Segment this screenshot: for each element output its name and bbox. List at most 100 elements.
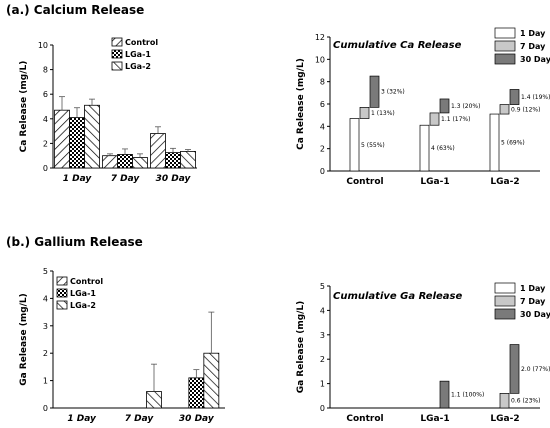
bar-30-day-lga-1 [439, 98, 450, 114]
legend-label-control: Control [125, 38, 158, 47]
legend-label-7-day: 7 Day [520, 297, 546, 306]
y-axis-title: Ga Release (mg/L) [296, 301, 306, 394]
data-label-1-day-lga-1: 4 (63%) [431, 145, 455, 152]
y-tick-label: 2 [320, 355, 325, 364]
y-tick-label: 0 [320, 167, 325, 176]
legend-label-1-day: 1 Day [520, 284, 546, 293]
data-label-1-day-control: 5 (55%) [361, 142, 385, 149]
y-tick-label: 5 [43, 267, 48, 276]
data-label-1-day-lga-2: 5 (69%) [501, 140, 525, 147]
bar-7-day-control [359, 106, 370, 119]
bar-7-day-lga-2 [499, 393, 510, 409]
y-axis-title: Ga Release (mg/L) [19, 293, 29, 386]
x-tick-label-7-day: 7 Day [111, 174, 141, 184]
legend-swatch-7-day [494, 40, 516, 52]
bar-lga-2-1-day [84, 104, 100, 169]
x-tick-label-1-day: 1 Day [63, 174, 93, 184]
bar-control-30-day [150, 133, 166, 169]
x-tick-label-lga-2: LGa-2 [490, 414, 519, 424]
bar-7-day-lga-2 [499, 104, 510, 115]
x-tick-label-7-day: 7 Day [125, 414, 155, 424]
x-tick-label-1-day: 1 Day [67, 414, 97, 424]
legend-swatch-30-day [494, 53, 516, 65]
x-tick-label-control: Control [346, 414, 383, 424]
legend-swatch-1-day [494, 27, 516, 39]
data-label-7-day-control: 1 (13%) [371, 110, 395, 117]
chart-ga-release: 0 1 2 3 4 5 1 Day 7 Day 30 Day Ga Release (mg/L) C… [19, 267, 225, 424]
y-tick-label: 0 [43, 164, 48, 173]
legend-label-lga-2: LGa-2 [70, 301, 96, 310]
y-tick-label: 1 [320, 380, 325, 389]
bar-30-day-lga-1 [439, 380, 450, 409]
bar-lga-2-30-day [180, 150, 196, 169]
legend-swatch-control [111, 37, 123, 47]
chart-cumulative-ga-release: 0 1 2 3 4 5 Control LGa-1 LGa-2 Ga Release (mg/L)… [296, 282, 550, 424]
y-tick-label: 4 [43, 294, 48, 303]
bar-lga-2-30-day [203, 352, 220, 409]
y-tick-label: 6 [43, 90, 48, 99]
bar-lga-1-1-day [69, 117, 85, 169]
bar-1-day-lga-1 [419, 124, 430, 172]
x-tick-label-control: Control [346, 177, 383, 187]
legend-swatch-1-day [494, 282, 516, 294]
y-tick-label: 10 [315, 55, 325, 64]
bar-1-day-control [349, 118, 360, 172]
y-tick-label: 5 [320, 282, 325, 291]
x-tick-label-lga-1: LGa-1 [420, 414, 449, 424]
legend-swatch-lga-2 [56, 300, 68, 310]
y-tick-label: 3 [320, 331, 325, 340]
y-tick-label: 6 [320, 100, 325, 109]
legend-swatch-lga-1 [111, 49, 123, 59]
y-axis-title: Ca Release (mg/L) [19, 61, 29, 153]
bar-lga-1-30-day [188, 377, 205, 409]
data-label-30-day-control: 3 (32%) [381, 89, 405, 96]
data-label-30-day-lga-1: 1.1 (100%) [451, 392, 484, 399]
x-tick-label-30-day: 30 Day [156, 174, 192, 184]
bar-30-day-lga-2 [509, 344, 520, 394]
section-title-calcium: (a.) Calcium Release [6, 3, 144, 17]
bar-control-1-day [54, 109, 70, 169]
bar-30-day-control [369, 75, 380, 108]
data-label-7-day-lga-1: 1.1 (17%) [441, 116, 470, 123]
legend-swatch-lga-2 [111, 61, 123, 71]
legend-label-lga-1: LGa-1 [70, 289, 96, 298]
y-tick-label: 10 [38, 41, 48, 50]
legend-swatch-control [56, 276, 68, 286]
y-tick-label: 0 [320, 404, 325, 413]
legend-swatch-7-day [494, 295, 516, 307]
chart-subtitle: Cumulative Ga Release [333, 291, 462, 302]
data-label-30-day-lga-2: 2.0 (77%) [521, 366, 550, 373]
chart-subtitle: Cumulative Ca Release [333, 40, 462, 51]
y-tick-label: 2 [43, 139, 48, 148]
y-tick-label: 12 [315, 33, 325, 42]
legend-swatch-30-day [494, 308, 516, 320]
y-axis-title: Ca Release (mg/L) [296, 58, 306, 150]
x-tick-label-30-day: 30 Day [179, 414, 215, 424]
legend-label-lga-1: LGa-1 [125, 50, 151, 59]
bar-1-day-lga-2 [489, 113, 500, 172]
chart-cumulative-ca-release: 0 2 4 6 8 10 12 Control LGa-1 LGa-2 Ca Release (mg… [296, 27, 550, 187]
y-tick-label: 2 [43, 349, 48, 358]
bar-control-7-day [102, 155, 118, 169]
y-tick-label: 3 [43, 322, 48, 331]
y-tick-label: 8 [43, 66, 48, 75]
y-tick-label: 8 [320, 78, 325, 87]
data-label-7-day-lga-2: 0.9 (12%) [511, 106, 540, 113]
section-title-gallium: (b.) Gallium Release [6, 235, 143, 249]
legend-label-lga-2: LGa-2 [125, 62, 151, 71]
chart-ca-release: 0 2 4 6 8 10 1 Day 7 Day 30 Day Ca Release (mg/L)… [19, 37, 197, 184]
legend-label-30-day: 30 Day [520, 55, 550, 64]
bar-lga-2-7-day [146, 391, 162, 409]
data-label-30-day-lga-1: 1.3 (20%) [451, 103, 480, 110]
bar-lga-1-7-day [117, 154, 133, 169]
y-tick-label: 4 [320, 122, 325, 131]
legend-swatch-lga-1 [56, 288, 68, 298]
y-tick-label: 2 [320, 145, 325, 154]
y-tick-label: 4 [43, 115, 48, 124]
legend-label-1-day: 1 Day [520, 29, 546, 38]
legend-label-control: Control [70, 277, 103, 286]
x-tick-label-lga-2: LGa-2 [490, 177, 519, 187]
bar-lga-2-7-day [132, 157, 148, 169]
legend-label-7-day: 7 Day [520, 42, 546, 51]
